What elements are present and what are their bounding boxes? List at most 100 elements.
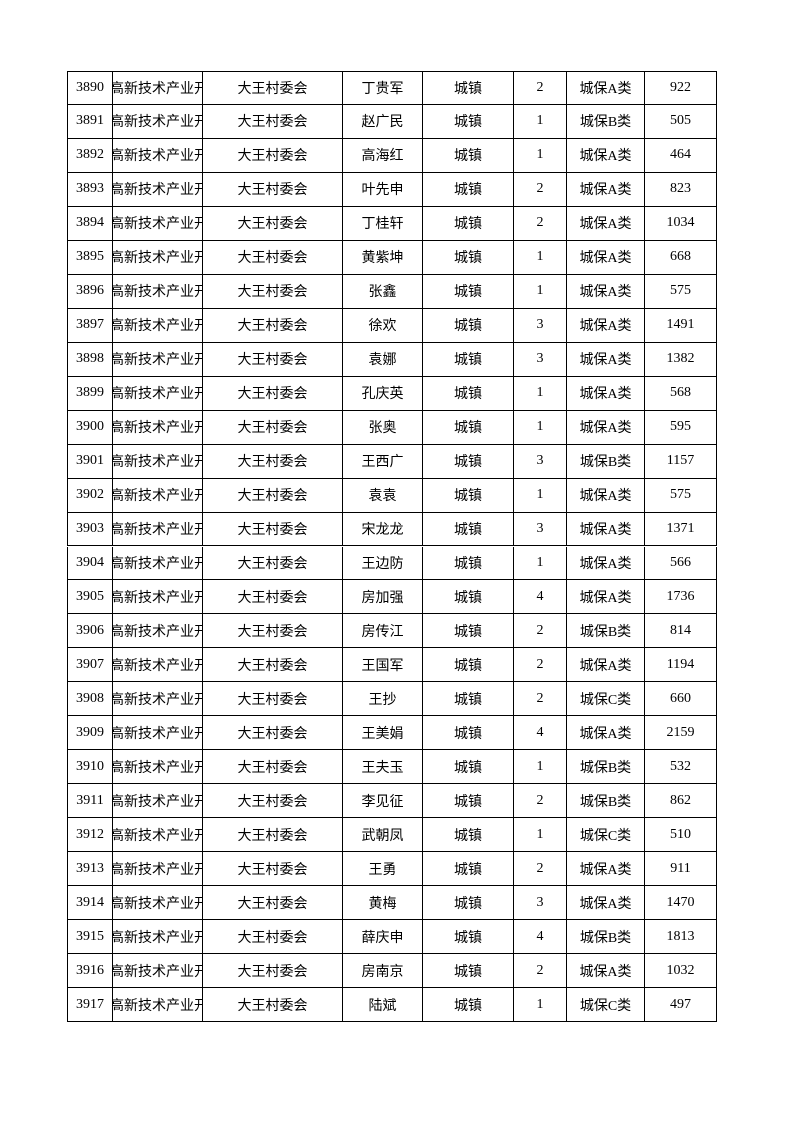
cell: 城保A类 bbox=[567, 716, 645, 751]
insurance-type: 城保A类 bbox=[579, 964, 632, 980]
village: 大王村委会 bbox=[237, 285, 308, 301]
area-type: 城镇 bbox=[454, 760, 482, 776]
cell: 1382 bbox=[645, 342, 717, 377]
cell: 1034 bbox=[645, 206, 717, 241]
row-id: 3894 bbox=[76, 215, 104, 231]
person-name: 王夫玉 bbox=[361, 760, 404, 776]
household-count: 1 bbox=[536, 385, 544, 401]
cell: 大王村委会 bbox=[203, 71, 343, 105]
area-type: 城镇 bbox=[454, 794, 482, 810]
cell: 城镇 bbox=[423, 71, 514, 105]
row-id: 3895 bbox=[76, 249, 104, 265]
cell: 城保B类 bbox=[567, 444, 645, 479]
cell: 高新技术产业开 bbox=[113, 206, 203, 241]
cell: 566 bbox=[645, 546, 717, 581]
insurance-type: 城保B类 bbox=[579, 760, 632, 776]
household-count: 3 bbox=[536, 317, 544, 333]
cell: 城镇 bbox=[423, 308, 514, 343]
cell: 大王村委会 bbox=[203, 410, 343, 445]
insurance-type: 城保B类 bbox=[579, 115, 632, 131]
village: 大王村委会 bbox=[237, 421, 308, 437]
cell: 3902 bbox=[67, 478, 113, 513]
cell: 城镇 bbox=[423, 478, 514, 513]
cell: 丁贵军 bbox=[343, 71, 423, 105]
cell: 911 bbox=[645, 852, 717, 887]
cell: 3915 bbox=[67, 920, 113, 955]
cell: 1736 bbox=[645, 580, 717, 615]
cell: 高新技术产业开 bbox=[113, 886, 203, 921]
insurance-type: 城保A类 bbox=[579, 523, 632, 538]
cell: 大王村委会 bbox=[203, 240, 343, 275]
cell: 3893 bbox=[67, 172, 113, 207]
district: 高新技术产业开 bbox=[113, 115, 203, 131]
district: 高新技术产业开 bbox=[113, 489, 203, 505]
village: 大王村委会 bbox=[237, 828, 308, 844]
household-count: 1 bbox=[536, 554, 544, 570]
household-count: 2 bbox=[536, 962, 544, 978]
insurance-type: 城保C类 bbox=[579, 828, 632, 844]
cell: 大王村委会 bbox=[203, 138, 343, 173]
cell: 4 bbox=[514, 580, 567, 615]
cell: 城保A类 bbox=[567, 478, 645, 513]
village: 大王村委会 bbox=[237, 217, 308, 233]
village: 大王村委会 bbox=[237, 81, 308, 97]
household-count: 2 bbox=[536, 181, 544, 197]
cell: 城镇 bbox=[423, 682, 514, 717]
cell: 王勇 bbox=[343, 852, 423, 887]
household-count: 2 bbox=[536, 79, 544, 95]
cell: 高新技术产业开 bbox=[113, 716, 203, 751]
village: 大王村委会 bbox=[237, 794, 308, 810]
cell: 4 bbox=[514, 716, 567, 751]
cell: 王国军 bbox=[343, 648, 423, 683]
cell: 高新技术产业开 bbox=[113, 580, 203, 615]
insurance-type: 城保A类 bbox=[579, 183, 632, 199]
district: 高新技术产业开 bbox=[113, 183, 203, 199]
district: 高新技术产业开 bbox=[113, 692, 203, 708]
cell: 黄紫坤 bbox=[343, 240, 423, 275]
cell: 2 bbox=[514, 614, 567, 649]
cell: 大王村委会 bbox=[203, 750, 343, 785]
cell: 922 bbox=[645, 71, 717, 105]
cell: 城镇 bbox=[423, 580, 514, 615]
cell: 大王村委会 bbox=[203, 954, 343, 989]
household-count: 2 bbox=[536, 860, 544, 876]
insurance-type: 城保A类 bbox=[579, 896, 632, 912]
insurance-type: 城保A类 bbox=[579, 556, 632, 572]
village: 大王村委会 bbox=[237, 149, 308, 165]
household-count: 3 bbox=[536, 521, 544, 536]
district: 高新技术产业开 bbox=[113, 81, 203, 97]
insurance-type: 城保A类 bbox=[579, 862, 632, 878]
cell: 595 bbox=[645, 410, 717, 445]
cell: 1470 bbox=[645, 886, 717, 921]
amount: 566 bbox=[670, 554, 691, 570]
district: 高新技术产业开 bbox=[113, 251, 203, 267]
village: 大王村委会 bbox=[237, 183, 308, 199]
cell: 3 bbox=[514, 308, 567, 343]
cell: 1 bbox=[514, 818, 567, 853]
household-count: 1 bbox=[536, 113, 544, 129]
cell: 大王村委会 bbox=[203, 784, 343, 819]
cell: 高新技术产业开 bbox=[113, 546, 203, 581]
area-type: 城镇 bbox=[454, 455, 482, 471]
row-id: 3898 bbox=[76, 351, 104, 367]
cell: 城镇 bbox=[423, 750, 514, 785]
district: 高新技术产业开 bbox=[113, 658, 203, 674]
cell: 叶先申 bbox=[343, 172, 423, 207]
area-type: 城镇 bbox=[454, 658, 482, 674]
cell: 3898 bbox=[67, 342, 113, 377]
person-name: 张鑫 bbox=[368, 285, 397, 301]
cell: 高新技术产业开 bbox=[113, 410, 203, 445]
cell: 高新技术产业开 bbox=[113, 138, 203, 173]
person-name: 李见征 bbox=[361, 794, 404, 810]
cell: 1 bbox=[514, 138, 567, 173]
insurance-type: 城保A类 bbox=[579, 387, 632, 403]
cell: 3906 bbox=[67, 614, 113, 649]
cell: 2 bbox=[514, 784, 567, 819]
cell: 3913 bbox=[67, 852, 113, 887]
cell: 高新技术产业开 bbox=[113, 308, 203, 343]
cell: 王西广 bbox=[343, 444, 423, 479]
cell: 668 bbox=[645, 240, 717, 275]
cell: 3890 bbox=[67, 71, 113, 105]
cell: 张奥 bbox=[343, 410, 423, 445]
